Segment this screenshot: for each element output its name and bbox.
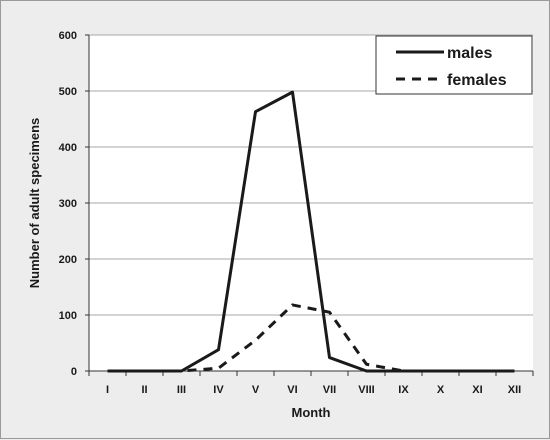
x-tick-label: VIII bbox=[358, 384, 375, 396]
x-tick-labels: I II III IV V VI VII VIII IX X XI XII bbox=[106, 384, 521, 396]
x-tick-label: II bbox=[141, 384, 147, 396]
y-tick-label: 300 bbox=[59, 198, 77, 210]
y-tick-label: 200 bbox=[59, 254, 77, 266]
x-tick-label: IV bbox=[213, 384, 224, 396]
x-tick-label: XI bbox=[472, 384, 482, 396]
legend-label-females: females bbox=[447, 72, 507, 89]
x-axis-title: Month bbox=[292, 405, 331, 420]
y-axis-title: Number of adult specimens bbox=[27, 118, 42, 288]
legend-box bbox=[375, 35, 533, 95]
series-lines bbox=[107, 90, 515, 373]
x-tick-label: VI bbox=[287, 384, 297, 396]
x-tick-label: IX bbox=[398, 384, 409, 396]
legend-label-males: males bbox=[447, 45, 492, 62]
x-tick-label: V bbox=[252, 384, 260, 396]
x-tick-label: III bbox=[177, 384, 186, 396]
x-tick-label: I bbox=[106, 384, 109, 396]
legend: males females bbox=[375, 35, 533, 95]
y-tick-label: 400 bbox=[59, 142, 77, 154]
y-tick-label: 500 bbox=[59, 86, 77, 98]
x-tick-label: X bbox=[437, 384, 445, 396]
y-tick-label: 100 bbox=[59, 310, 77, 322]
series-line-females bbox=[107, 303, 515, 373]
x-tick-label: VII bbox=[323, 384, 336, 396]
y-tick-label: 0 bbox=[71, 366, 77, 378]
y-tick-label: 600 bbox=[59, 30, 77, 42]
x-tick-label: XII bbox=[508, 384, 521, 396]
y-tick-labels: 0 100 200 300 400 500 600 bbox=[59, 30, 77, 378]
